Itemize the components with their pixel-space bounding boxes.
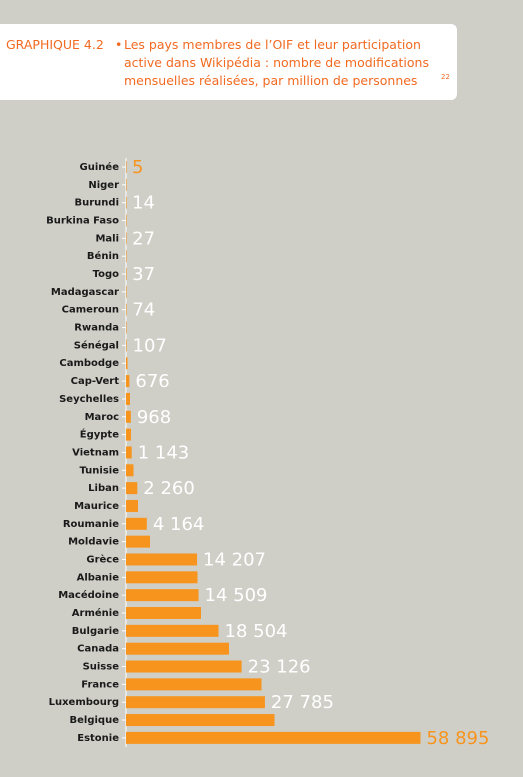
y-tick-label: Niger (88, 180, 119, 191)
data-label: 58 895 (426, 728, 489, 749)
y-tick-label: Sénégal (74, 339, 119, 351)
bar (126, 428, 131, 441)
bar (126, 714, 275, 727)
data-label: 968 (137, 407, 171, 428)
bar (126, 268, 127, 281)
bar (126, 232, 127, 245)
title-line: active dans Wikipédia : nombre de modifi… (124, 55, 429, 70)
y-tick-label: Albanie (77, 572, 120, 583)
y-tick-label: Mali (95, 233, 119, 244)
y-tick-label: Belgique (70, 715, 120, 726)
y-tick-label: Cambodge (59, 358, 119, 369)
bar (126, 446, 132, 459)
y-tick-label: Burundi (75, 198, 120, 209)
y-tick-label: France (81, 679, 119, 690)
y-tick-label: Bulgarie (72, 626, 119, 637)
data-label: 4 164 (153, 514, 205, 535)
bar (126, 678, 262, 691)
title-line: Les pays membres de l’OIF et leur partic… (124, 37, 421, 52)
bar (126, 214, 127, 227)
bar (126, 731, 421, 744)
bar (126, 624, 219, 637)
bar (126, 696, 265, 709)
data-label: 2 260 (143, 478, 195, 499)
title-line: mensuelles réalisées, par million de per… (124, 73, 417, 88)
y-tick-label: Madagascar (51, 287, 119, 298)
bar (126, 303, 127, 316)
bar (126, 482, 138, 495)
bar (126, 642, 229, 655)
y-tick-label: Vietnam (72, 447, 119, 458)
bar (126, 464, 134, 477)
data-label: 27 (132, 228, 155, 249)
data-label: 37 (132, 264, 155, 285)
bar (126, 535, 150, 548)
data-label: 14 207 (203, 549, 266, 570)
y-tick-label: Canada (77, 644, 119, 655)
y-tick-label: Roumanie (63, 519, 119, 530)
y-tick-label: Arménie (72, 607, 119, 619)
y-tick-label: Maurice (74, 501, 119, 512)
y-tick-label: Seychelles (59, 394, 119, 405)
y-tick-label: Grèce (86, 553, 119, 565)
bar (126, 392, 130, 405)
y-tick-label: Liban (88, 483, 119, 494)
y-tick-label: Maroc (85, 412, 120, 423)
bar (126, 410, 131, 423)
y-tick-label: Luxembourg (49, 697, 119, 708)
y-tick-label: Bénin (87, 250, 119, 262)
y-tick-label: Tunisie (79, 465, 119, 476)
y-tick-label: Suisse (83, 662, 120, 673)
data-label: 1 143 (138, 442, 190, 463)
y-tick-label: Macédoine (58, 589, 119, 601)
bar (126, 517, 147, 530)
data-label: 27 785 (271, 692, 334, 713)
data-label: 74 (132, 300, 155, 321)
bar (126, 571, 198, 584)
bar (126, 589, 199, 602)
note-ref: 22 (441, 73, 450, 81)
data-label: 676 (135, 371, 169, 392)
bar (126, 196, 127, 209)
bar (126, 250, 127, 263)
data-label: 14 (132, 193, 155, 214)
bar (126, 161, 127, 173)
bar (126, 321, 127, 334)
y-tick-label: Moldavie (68, 537, 119, 548)
header-box (0, 24, 457, 100)
bar (126, 660, 242, 673)
y-tick-label: Guinée (80, 161, 120, 173)
bar (126, 178, 127, 191)
y-tick-label: Togo (93, 269, 120, 280)
y-tick-label: Cameroun (62, 305, 119, 316)
chart-label: GRAPHIQUE 4.2 (6, 37, 104, 52)
bar (126, 339, 127, 352)
y-tick-label: Burkina Faso (46, 216, 119, 227)
y-tick-label: Égypte (80, 428, 119, 441)
bar (126, 285, 127, 298)
bullet: • (115, 37, 122, 52)
bar (126, 607, 201, 619)
bar (126, 357, 128, 370)
y-tick-label: Cap-Vert (71, 376, 120, 387)
bar (126, 499, 138, 512)
bar (126, 375, 130, 388)
data-label: 107 (133, 335, 167, 356)
data-label: 5 (132, 157, 143, 178)
y-tick-label: Rwanda (74, 323, 119, 334)
data-label: 23 126 (248, 657, 311, 678)
y-tick-label: Estonie (77, 733, 119, 744)
bar (126, 553, 198, 566)
data-label: 14 509 (205, 585, 268, 606)
data-label: 18 504 (225, 621, 288, 642)
